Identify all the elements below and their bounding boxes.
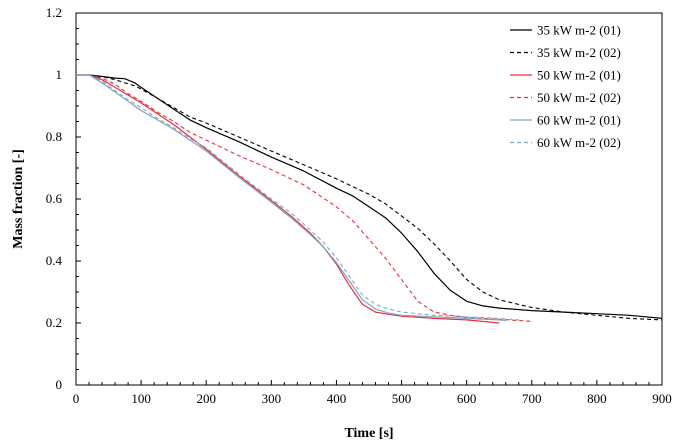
x-tick-label: 400 bbox=[327, 391, 347, 406]
series-line-6 bbox=[76, 74, 519, 321]
y-tick-label: 0.6 bbox=[46, 191, 63, 206]
x-tick-label: 300 bbox=[262, 391, 282, 406]
series-line-5 bbox=[76, 74, 506, 322]
x-tick-label: 600 bbox=[457, 391, 477, 406]
legend-label-1: 35 kW m-2 (01) bbox=[537, 23, 621, 38]
y-tick-label: 1.2 bbox=[46, 5, 62, 20]
plot-area: 0 100 200 300 400 500 600 700 800 900 0 0.2 0.4 0.6 0.… bbox=[46, 5, 672, 406]
x-tick-label: 0 bbox=[73, 391, 80, 406]
y-axis-title: Mass fraction [-] bbox=[11, 149, 26, 249]
y-tick-label: 0.8 bbox=[46, 129, 62, 144]
series-line-2 bbox=[76, 74, 663, 321]
series-line-3 bbox=[76, 74, 500, 324]
y-tick-label: 0 bbox=[56, 377, 63, 392]
x-tick-label: 200 bbox=[196, 391, 216, 406]
series-lines bbox=[76, 74, 663, 324]
x-tick-label: 800 bbox=[587, 391, 607, 406]
x-tick-label: 700 bbox=[522, 391, 542, 406]
legend: 35 kW m-2 (01) 35 kW m-2 (02) 50 kW m-2 (0… bbox=[510, 23, 621, 150]
legend-label-4: 50 kW m-2 (02) bbox=[537, 90, 621, 105]
legend-label-3: 50 kW m-2 (01) bbox=[537, 68, 621, 83]
y-tick-label: 1 bbox=[56, 67, 63, 82]
x-axis-title: Time [s] bbox=[344, 426, 393, 441]
series-line-4 bbox=[76, 74, 532, 322]
x-tick-label: 100 bbox=[131, 391, 151, 406]
y-tick-label: 0.4 bbox=[46, 253, 63, 268]
legend-label-6: 60 kW m-2 (02) bbox=[537, 135, 621, 150]
x-tick-label: 500 bbox=[392, 391, 412, 406]
legend-label-5: 60 kW m-2 (01) bbox=[537, 113, 621, 128]
series-line-1 bbox=[76, 74, 663, 319]
y-tick-label: 0.2 bbox=[46, 315, 62, 330]
legend-label-2: 35 kW m-2 (02) bbox=[537, 45, 621, 60]
x-tick-label: 900 bbox=[652, 391, 672, 406]
